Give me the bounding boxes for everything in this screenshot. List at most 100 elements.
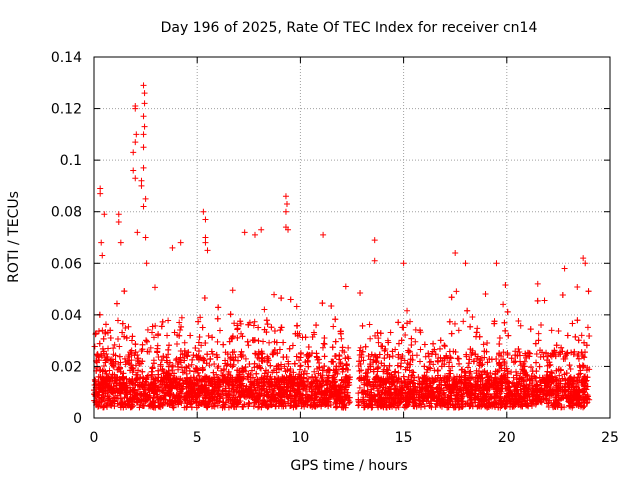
data-point (113, 300, 120, 307)
data-point (205, 332, 212, 339)
data-point (293, 303, 300, 310)
data-point (469, 314, 476, 321)
data-point (280, 339, 287, 346)
data-point (446, 359, 453, 366)
data-point (330, 323, 337, 330)
data-point (341, 349, 348, 356)
data-point (405, 347, 412, 354)
data-point (123, 335, 130, 342)
data-point (171, 329, 178, 336)
data-point (395, 340, 402, 347)
data-point (505, 332, 512, 339)
data-point (501, 358, 508, 365)
data-point (132, 341, 139, 348)
data-point (366, 321, 373, 328)
data-point (215, 304, 222, 311)
data-point (517, 322, 524, 329)
data-point (319, 344, 326, 351)
data-point (360, 357, 367, 364)
data-point (575, 337, 582, 344)
data-point (281, 363, 288, 370)
data-point (117, 359, 124, 366)
data-point (367, 335, 374, 342)
data-point (287, 366, 294, 373)
data-point (376, 383, 383, 390)
data-point (178, 323, 185, 330)
data-point (176, 319, 183, 326)
data-point (190, 374, 197, 381)
data-point (176, 332, 183, 339)
data-point (239, 333, 246, 340)
data-point (290, 369, 297, 376)
data-point (91, 343, 98, 350)
data-point (313, 350, 320, 357)
data-point (214, 364, 221, 371)
data-point (515, 345, 522, 352)
data-point (569, 402, 576, 409)
data-point (560, 355, 567, 362)
data-point (193, 376, 200, 383)
data-point (578, 332, 585, 339)
data-point (130, 386, 137, 393)
data-point (187, 332, 194, 339)
data-point (355, 401, 362, 408)
data-point (297, 354, 304, 361)
data-point (301, 367, 308, 374)
data-point (309, 388, 316, 395)
data-point (251, 318, 258, 325)
data-point (332, 353, 339, 360)
data-point (422, 353, 429, 360)
data-point (407, 318, 414, 325)
data-point (266, 339, 273, 346)
data-point (463, 390, 470, 397)
data-point (119, 320, 126, 327)
data-point (460, 318, 467, 325)
data-point (264, 321, 271, 328)
data-point (238, 348, 245, 355)
data-point (165, 317, 172, 324)
data-point (110, 351, 117, 358)
data-point (321, 341, 328, 348)
data-point (574, 283, 581, 290)
data-point (244, 373, 251, 380)
data-point (261, 306, 268, 313)
data-point (374, 329, 381, 336)
data-point (255, 324, 262, 331)
data-point (166, 397, 173, 404)
data-point (385, 367, 392, 374)
data-point (508, 355, 515, 362)
data-point (151, 284, 158, 291)
data-point (562, 387, 569, 394)
data-point (277, 327, 284, 334)
data-point (480, 341, 487, 348)
data-point (556, 372, 563, 379)
data-point (162, 384, 169, 391)
data-point (96, 340, 103, 347)
data-point (355, 390, 362, 397)
data-point (105, 345, 112, 352)
data-point (152, 322, 159, 329)
data-point (463, 351, 470, 358)
data-point (412, 338, 419, 345)
data-point (326, 366, 333, 373)
data-point (216, 383, 223, 390)
data-point (122, 325, 129, 332)
data-point (321, 335, 328, 342)
data-point (197, 314, 204, 321)
data-point (172, 357, 179, 364)
data-point (173, 341, 180, 348)
data-point (106, 367, 113, 374)
data-point (114, 400, 121, 407)
data-point (372, 332, 379, 339)
data-point (332, 316, 339, 323)
data-point (297, 362, 304, 369)
data-point (195, 339, 202, 346)
data-point (119, 329, 126, 336)
data-point (345, 344, 352, 351)
data-point (211, 403, 218, 410)
data-point (128, 337, 135, 344)
data-point (415, 373, 422, 380)
data-point (357, 344, 364, 351)
data-point (297, 363, 304, 370)
